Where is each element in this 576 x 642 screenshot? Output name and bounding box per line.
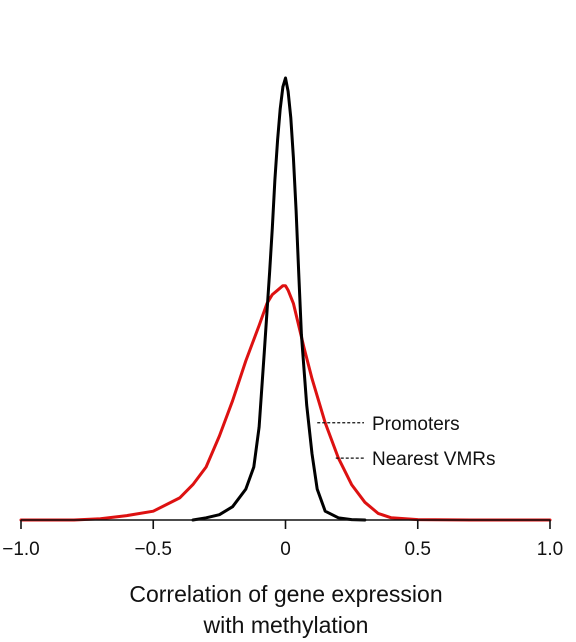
x-axis-label-line2: with methylation (203, 612, 369, 638)
series-line-nearest-vmrs (19, 284, 552, 522)
x-axis-label-line1: Correlation of gene expression (129, 581, 442, 607)
x-tick-label: 0.5 (405, 539, 431, 560)
annotation-label-nearest-vmrs: Nearest VMRs (372, 449, 496, 470)
series-layer (19, 76, 552, 522)
x-axis-ticks: −1.0 −0.5 0 0.5 1.0 (2, 520, 563, 560)
x-tick-label: −1.0 (2, 539, 40, 560)
annotation-label-promoters: Promoters (372, 414, 460, 435)
annotations: Promoters Nearest VMRs (317, 414, 496, 470)
x-tick-label: 1.0 (537, 539, 563, 560)
series-line-promoters (191, 76, 367, 522)
x-tick-label: −0.5 (134, 539, 172, 560)
x-tick-label: 0 (280, 539, 291, 560)
